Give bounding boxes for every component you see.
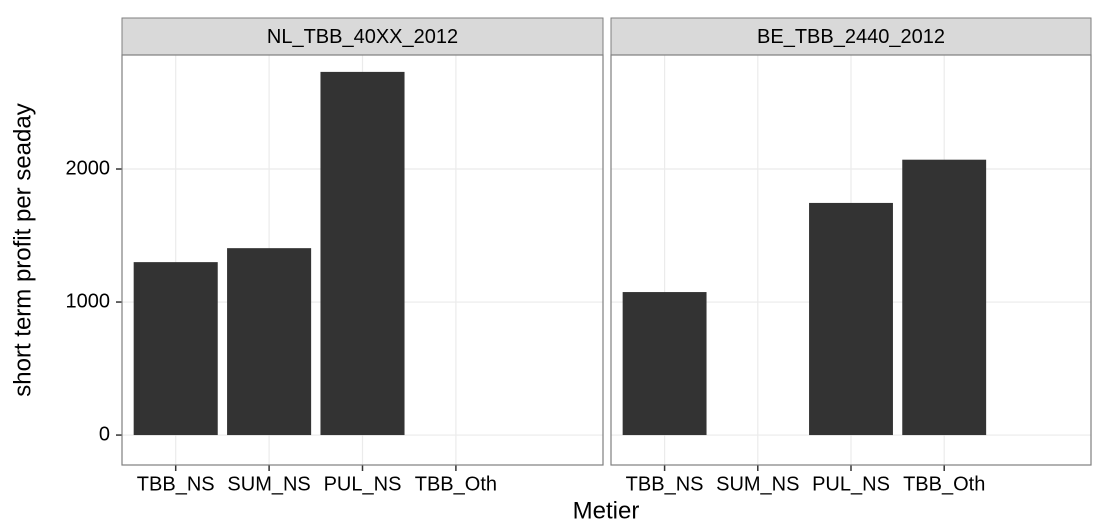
- bar: [622, 292, 707, 436]
- x-tick-label: SUM_NS: [716, 473, 799, 495]
- panel-border: [121, 54, 604, 466]
- y-tick-label: 0: [99, 423, 110, 445]
- bar: [320, 71, 405, 436]
- bar: [227, 248, 312, 436]
- x-tick-label: SUM_NS: [227, 473, 310, 495]
- y-tick-label: 2000: [66, 157, 111, 179]
- y-axis-title: short term profit per seaday: [9, 103, 36, 396]
- strip: [610, 17, 1092, 56]
- strip-label: NL_TBB_40XX_2012: [267, 26, 458, 48]
- x-tick-label: TBB_Oth: [903, 473, 985, 495]
- strip-label: BE_TBB_2440_2012: [757, 26, 945, 48]
- x-tick-label: PUL_NS: [324, 473, 402, 495]
- strip: [121, 17, 604, 56]
- x-tick-label: PUL_NS: [812, 473, 890, 495]
- x-tick-label: TBB_NS: [137, 473, 215, 495]
- y-tick-label: 1000: [66, 290, 111, 312]
- bar: [902, 159, 987, 436]
- panel-border: [610, 54, 1092, 466]
- x-tick-label: TBB_Oth: [415, 473, 497, 495]
- x-axis-title: Metier: [573, 497, 640, 524]
- bar: [809, 202, 893, 436]
- x-tick-label: TBB_NS: [626, 473, 704, 495]
- bar: [133, 262, 218, 436]
